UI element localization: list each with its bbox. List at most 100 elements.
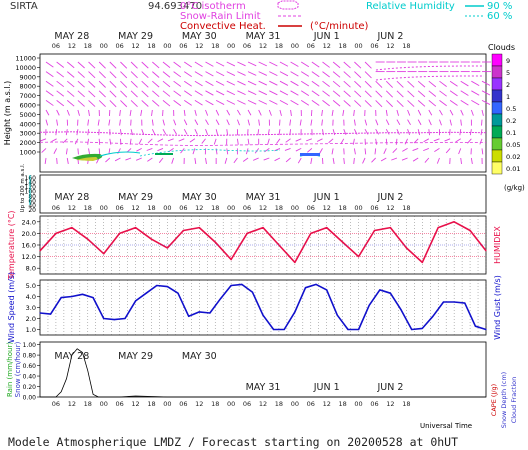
low-height-axis-label: Up to 200 m a.s.l.: [20, 163, 26, 212]
hour-label: 06: [243, 42, 251, 50]
wind-arrow: [375, 90, 383, 98]
wind-arrow: [385, 119, 390, 126]
temperature-point: [198, 227, 200, 229]
wind-arrow: [269, 61, 278, 67]
wind-arrow: [40, 138, 47, 142]
wind-arrow: [183, 128, 188, 135]
hour-label: 12: [68, 400, 76, 408]
temperature-tick-label: 20.0: [22, 230, 36, 238]
temperature-point: [469, 229, 471, 232]
wind-arrow: [205, 119, 209, 126]
hour-label: 06: [307, 42, 315, 50]
wind-arrow: [279, 71, 289, 77]
wind-arrow: [439, 109, 443, 116]
hour-label: 12: [131, 400, 139, 408]
wind-arrow: [371, 157, 376, 163]
wind-arrow: [460, 80, 469, 87]
wind-arrow: [119, 119, 121, 126]
hour-label: 00: [163, 400, 171, 408]
hour-label: 06: [52, 400, 60, 408]
wind-arrow: [449, 90, 458, 97]
wind-point: [400, 309, 402, 311]
wind-arrow: [66, 61, 75, 69]
rain-tick-label: 0.80: [23, 353, 37, 360]
day-label: MAY 29: [118, 31, 153, 42]
wind-arrow: [120, 90, 128, 98]
wind-arrow: [412, 147, 419, 151]
temperature-point: [119, 232, 121, 234]
wind-arrow: [45, 90, 54, 97]
wind-arrow: [226, 80, 236, 86]
hour-label: 06: [307, 204, 315, 212]
wind-arrow: [192, 148, 196, 155]
hour-label: 06: [116, 42, 124, 50]
wind-arrow: [65, 148, 68, 155]
rain-axis-label: Rain (mm/hour): [6, 342, 14, 397]
cloud-blob: [300, 153, 320, 156]
forecast-title: Modele Atmospherique LMDZ / Forecast sta…: [8, 435, 458, 449]
wind-arrow: [146, 147, 153, 151]
wind-arrow: [481, 109, 484, 116]
wind-arrow: [279, 90, 289, 96]
wind-arrow: [392, 148, 398, 154]
wind-arrow: [215, 148, 218, 155]
wind-arrow: [226, 109, 231, 116]
wind-arrow: [141, 61, 149, 69]
top-day-row: MAY 28 MAY 29 MAY 30 MAY 31 JUN 1 JUN 2: [54, 31, 403, 42]
wind-arrow: [332, 61, 341, 69]
wind-arrow: [45, 119, 49, 126]
wind-arrow: [205, 109, 209, 116]
cloud-level-label: 0.2: [506, 117, 516, 125]
wind-arrow: [88, 90, 96, 98]
wind-arrow: [130, 90, 138, 98]
wind-arrow: [470, 109, 474, 116]
height-tick-label: 7000: [19, 92, 36, 100]
wind-arrow: [263, 157, 270, 161]
hour-label: 18: [402, 42, 410, 50]
snow-axis-label: Snow (cm/hour): [14, 341, 22, 397]
hour-label: 00: [291, 42, 299, 50]
wind-arrow: [88, 71, 96, 79]
cloud-swatch: [491, 53, 503, 67]
wind-arrow: [300, 71, 310, 77]
wind-arrow: [417, 80, 426, 88]
clouds-title: Clouds: [488, 43, 515, 52]
wind-arrow: [130, 61, 138, 69]
wind-arrow: [183, 109, 186, 117]
legend-convective-unit: (°C/minute): [310, 21, 369, 32]
wind-arrow: [205, 100, 214, 106]
wind-arrow: [226, 129, 229, 136]
wind-arrow: [354, 90, 362, 98]
wind-arrow: [300, 90, 310, 96]
wind-arrow: [130, 71, 138, 79]
wind-arrow: [449, 119, 452, 126]
wind-arrow: [269, 99, 278, 105]
wind-point: [304, 287, 307, 289]
wind-arrow: [180, 148, 185, 154]
height-tick-label: 9000: [19, 73, 36, 81]
wind-arrow: [194, 90, 203, 96]
temperature-right-label: HUMIDEX: [493, 226, 502, 264]
wind-point: [124, 317, 126, 320]
wind-arrow: [385, 109, 388, 116]
day-label: MAY 29: [118, 351, 153, 362]
wind-arrow: [194, 71, 203, 77]
wind-arrow: [417, 129, 421, 136]
hour-label: 00: [227, 400, 235, 408]
wind-arrow: [205, 80, 214, 86]
wind-tick-label: 4.0: [26, 293, 36, 301]
wind-arrow: [380, 157, 387, 162]
wind-arrow: [157, 138, 164, 143]
day-label: JUN 1: [313, 31, 340, 42]
legend-rh-90: 90 %: [487, 1, 512, 12]
wind-arrow: [247, 90, 257, 96]
wind-arrow: [247, 99, 257, 105]
hour-label: 18: [84, 400, 92, 408]
wind-arrow: [45, 109, 50, 116]
wind-arrow: [354, 100, 362, 107]
wind-arrow: [407, 119, 411, 126]
wind-arrow: [289, 119, 292, 126]
wind-arrow: [407, 100, 415, 107]
wind-arrow: [194, 119, 199, 126]
wind-arrow: [364, 100, 372, 108]
